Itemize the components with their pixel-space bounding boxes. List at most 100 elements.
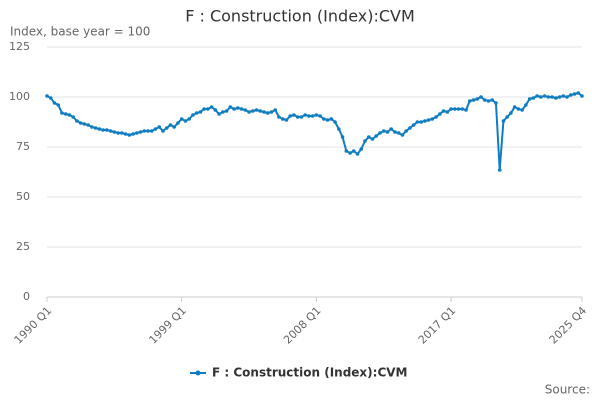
data-point	[494, 101, 498, 105]
data-point	[198, 110, 203, 114]
data-point	[359, 147, 364, 151]
data-point	[292, 113, 296, 117]
data-point	[161, 129, 165, 133]
data-point	[142, 129, 147, 133]
data-point	[471, 98, 476, 102]
data-point	[333, 120, 337, 124]
data-point	[438, 112, 442, 116]
data-point	[479, 95, 483, 99]
data-point	[423, 119, 427, 123]
data-point	[153, 127, 158, 131]
data-point	[325, 118, 330, 122]
source: Source:	[545, 383, 590, 397]
y-tick-label: 75	[16, 140, 30, 153]
data-point	[112, 130, 117, 134]
data-point	[467, 99, 472, 103]
data-point	[97, 127, 102, 131]
data-point	[351, 149, 356, 153]
data-point	[168, 123, 173, 127]
data-point	[202, 107, 206, 111]
data-point	[221, 110, 225, 114]
legend-label: F : Construction (Index):CVM	[212, 366, 408, 380]
data-point	[486, 99, 491, 103]
data-point	[60, 111, 64, 115]
data-point	[90, 125, 94, 129]
data-point	[550, 95, 554, 99]
data-point	[355, 152, 360, 156]
data-point	[310, 114, 315, 118]
data-point	[389, 127, 393, 131]
data-point	[250, 109, 255, 113]
data-point	[385, 130, 390, 134]
data-point	[419, 120, 423, 124]
data-point	[243, 108, 248, 112]
data-point	[179, 117, 184, 121]
legend-marker	[195, 370, 201, 376]
y-tick-label: 100	[9, 90, 30, 103]
data-point	[213, 108, 218, 112]
data-point	[93, 126, 98, 130]
data-point	[434, 115, 438, 119]
data-point	[572, 92, 577, 96]
data-point	[138, 130, 143, 134]
y-tick-label: 0	[23, 290, 30, 303]
data-point	[318, 114, 322, 118]
y-tick-label: 125	[9, 40, 30, 53]
data-point	[78, 121, 83, 125]
data-point	[565, 95, 569, 99]
data-point	[52, 101, 57, 105]
data-point	[561, 94, 566, 98]
data-point	[123, 132, 128, 136]
data-point	[120, 131, 124, 135]
data-point	[224, 109, 229, 113]
x-tick-label: 2008 Q1	[281, 304, 324, 347]
data-point	[63, 112, 68, 116]
data-point	[509, 111, 513, 115]
data-point	[546, 95, 551, 99]
data-point	[464, 108, 468, 112]
data-point	[75, 119, 79, 123]
data-point	[232, 107, 236, 111]
data-point	[475, 97, 480, 101]
data-point	[340, 135, 345, 139]
data-point	[505, 115, 509, 119]
data-point	[542, 94, 547, 98]
data-point	[101, 128, 105, 132]
data-point	[247, 110, 251, 114]
data-point	[441, 109, 446, 113]
data-point	[524, 103, 528, 107]
data-point	[363, 139, 367, 143]
data-point	[71, 115, 75, 119]
data-point	[105, 128, 109, 132]
data-point	[176, 121, 180, 125]
chart-subtitle: Index, base year = 100	[10, 25, 150, 39]
data-point	[378, 131, 382, 135]
data-point	[554, 96, 558, 100]
data-point	[415, 120, 420, 124]
data-point	[411, 123, 416, 127]
data-point	[337, 127, 341, 131]
data-point	[303, 113, 307, 117]
data-point	[67, 113, 72, 117]
data-point	[374, 134, 379, 138]
data-point	[280, 117, 285, 121]
data-point	[127, 133, 132, 137]
data-point	[48, 96, 53, 100]
y-tick-label: 50	[16, 190, 30, 203]
data-point	[408, 126, 412, 130]
data-point	[400, 133, 405, 137]
series-line	[46, 91, 583, 171]
data-point	[194, 111, 199, 115]
data-point	[183, 119, 188, 123]
data-point	[108, 129, 113, 133]
data-point	[449, 107, 453, 111]
data-point	[520, 108, 524, 112]
chart-title: F : Construction (Index):CVM	[185, 7, 415, 26]
data-point	[381, 129, 386, 133]
data-point	[206, 107, 210, 111]
data-point	[56, 103, 61, 107]
data-point	[557, 95, 562, 99]
data-point	[149, 129, 154, 133]
data-point	[307, 114, 311, 118]
